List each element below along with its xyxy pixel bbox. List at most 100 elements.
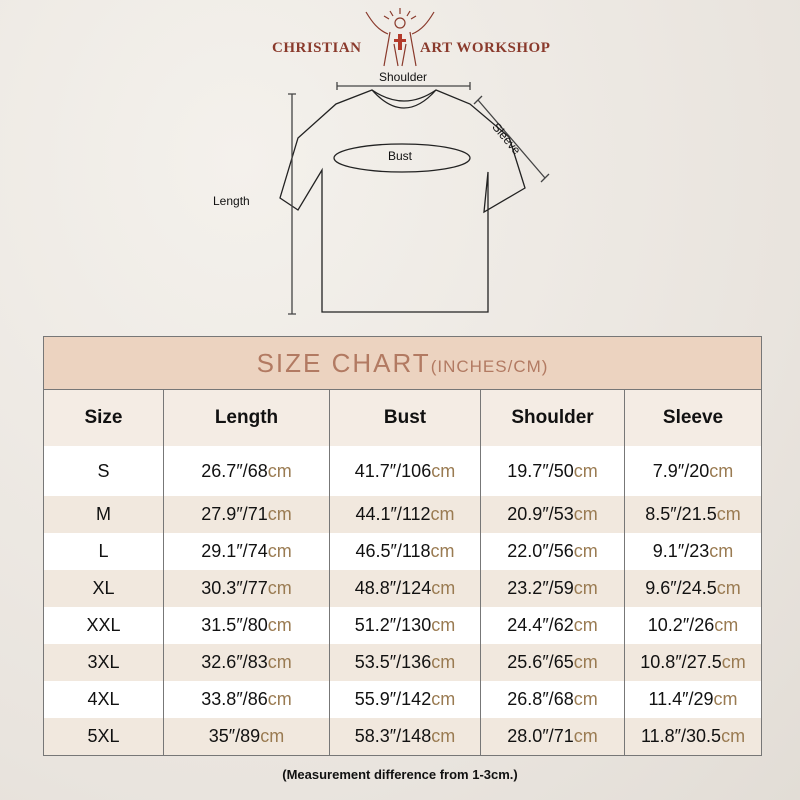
unit-label: cm — [260, 726, 285, 746]
measurement-value: 9.6″/24.5 — [645, 578, 717, 598]
bust-label: Bust — [388, 149, 413, 163]
table-row: 5XL 35″/89cm 58.3″/148cm 28.0″/71cm 11.8″/30… — [43, 718, 763, 756]
shoulder-label: Shoulder — [379, 70, 428, 84]
table-row: L 29.1″/74cm 46.5″/118cm 22.0″/56cm 9.1″/23c… — [43, 533, 763, 570]
table-row: XL 30.3″/77cm 48.8″/124cm 23.2″/59cm 9.6″/24… — [43, 570, 763, 607]
header-bust: Bust — [329, 389, 481, 446]
header-length: Length — [163, 389, 330, 446]
measurement-cell: 9.1″/23cm — [623, 533, 763, 570]
unit-label: cm — [573, 652, 598, 672]
measurement-cell: 51.2″/130cm — [329, 607, 481, 644]
unit-label: cm — [267, 541, 292, 561]
unit-label: cm — [267, 578, 292, 598]
measurement-cell: 26.8″/68cm — [480, 681, 625, 718]
measurement-value: 44.1″/112 — [355, 504, 431, 524]
measurement-cell: 25.6″/65cm — [480, 644, 625, 681]
measurement-cell: 41.7″/106cm — [329, 446, 481, 496]
unit-label: cm — [267, 652, 292, 672]
measurement-cell: 19.7″/50cm — [480, 446, 625, 496]
measurement-cell: 20.9″/53cm — [480, 496, 625, 533]
measurement-note: (Measurement difference from 1-3cm.) — [282, 767, 518, 782]
unit-label: cm — [430, 541, 455, 561]
unit-label: cm — [713, 689, 738, 709]
size-cell: 4XL — [43, 681, 164, 718]
measurement-cell: 53.5″/136cm — [329, 644, 481, 681]
measurement-value: 53.5″/136 — [354, 652, 432, 672]
unit-label: cm — [267, 504, 292, 524]
measurement-value: 48.8″/124 — [354, 578, 432, 598]
unit-label: cm — [716, 578, 741, 598]
measurement-value: 11.8″/30.5 — [640, 726, 722, 746]
measurement-value: 7.9″/20 — [652, 460, 710, 481]
unit-label: cm — [431, 726, 456, 746]
measurement-cell: 8.5″/21.5cm — [623, 496, 763, 533]
measurement-cell: 27.9″/71cm — [163, 496, 330, 533]
unit-label: cm — [721, 726, 746, 746]
header-size: Size — [43, 389, 164, 446]
unit-label: cm — [431, 460, 456, 481]
measurement-value: 30.3″/77 — [201, 578, 268, 598]
unit-label: cm — [431, 578, 456, 598]
unit-label: cm — [430, 504, 455, 524]
measurement-value: 58.3″/148 — [354, 726, 432, 746]
measurement-value: 8.5″/21.5 — [645, 504, 717, 524]
measurement-cell: 7.9″/20cm — [623, 446, 763, 496]
measurement-cell: 58.3″/148cm — [329, 718, 481, 756]
measurement-value: 28.0″/71 — [507, 726, 574, 746]
measurement-value: 19.7″/50 — [507, 460, 574, 481]
measurement-cell: 23.2″/59cm — [480, 570, 625, 607]
measurement-cell: 11.4″/29cm — [623, 681, 763, 718]
unit-label: cm — [431, 652, 456, 672]
jesus-logo-icon — [365, 8, 435, 67]
unit-label: cm — [716, 504, 741, 524]
measurement-value: 55.9″/142 — [354, 689, 432, 709]
measurement-cell: 11.8″/30.5cm — [623, 718, 763, 756]
measurement-value: 35″/89 — [208, 726, 261, 746]
length-label: Length — [213, 194, 250, 208]
table-row: S 26.7″/68cm 41.7″/106cm 19.7″/50cm 7.9″/20c… — [43, 446, 763, 496]
size-cell: 5XL — [43, 718, 164, 756]
unit-label: cm — [267, 689, 292, 709]
unit-label: cm — [721, 652, 746, 672]
unit-label: cm — [573, 541, 598, 561]
unit-label: cm — [431, 615, 456, 635]
measurement-value: 32.6″/83 — [201, 652, 268, 672]
measurement-cell: 24.4″/62cm — [480, 607, 625, 644]
header-shoulder: Shoulder — [480, 389, 625, 446]
measurement-cell: 30.3″/77cm — [163, 570, 330, 607]
measurement-value: 26.8″/68 — [507, 689, 574, 709]
measurement-value: 24.4″/62 — [507, 615, 574, 635]
measurement-value: 31.5″/80 — [201, 615, 268, 635]
unit-label: cm — [267, 460, 292, 481]
measurement-cell: 31.5″/80cm — [163, 607, 330, 644]
size-cell: S — [43, 446, 164, 496]
measurement-value: 51.2″/130 — [354, 615, 432, 635]
brand-name-left: CHRISTIAN — [272, 40, 362, 56]
measurement-cell: 10.2″/26cm — [623, 607, 763, 644]
measurement-cell: 44.1″/112cm — [329, 496, 481, 533]
measurement-value: 25.6″/65 — [507, 652, 574, 672]
title-text: SIZE CHART — [256, 347, 431, 378]
size-chart-table: SIZE CHART(INCHES/CM) Size Length Bust S… — [42, 336, 763, 756]
measurement-cell: 22.0″/56cm — [480, 533, 625, 570]
unit-label: cm — [573, 504, 598, 524]
measurement-cell: 55.9″/142cm — [329, 681, 481, 718]
measurement-value: 33.8″/86 — [201, 689, 268, 709]
title-unit: (INCHES/CM) — [430, 356, 549, 376]
unit-label: cm — [573, 460, 598, 481]
tshirt-outline — [279, 89, 526, 313]
measurement-value: 9.1″/23 — [652, 541, 710, 561]
measurement-cell: 10.8″/27.5cm — [623, 644, 763, 681]
measurement-cell: 33.8″/86cm — [163, 681, 330, 718]
measurement-cell: 9.6″/24.5cm — [623, 570, 763, 607]
table-row: 3XL 32.6″/83cm 53.5″/136cm 25.6″/65cm 10.8″/… — [43, 644, 763, 681]
header-sleeve: Sleeve — [623, 389, 763, 446]
unit-label: cm — [573, 578, 598, 598]
unit-label: cm — [431, 689, 456, 709]
measurement-value: 11.4″/29 — [648, 689, 714, 709]
measurement-cell: 32.6″/83cm — [163, 644, 330, 681]
size-cell: M — [43, 496, 164, 533]
table-row: M 27.9″/71cm 44.1″/112cm 20.9″/53cm 8.5″/21.… — [43, 496, 763, 533]
measurement-value: 41.7″/106 — [354, 460, 432, 481]
unit-label: cm — [573, 689, 598, 709]
